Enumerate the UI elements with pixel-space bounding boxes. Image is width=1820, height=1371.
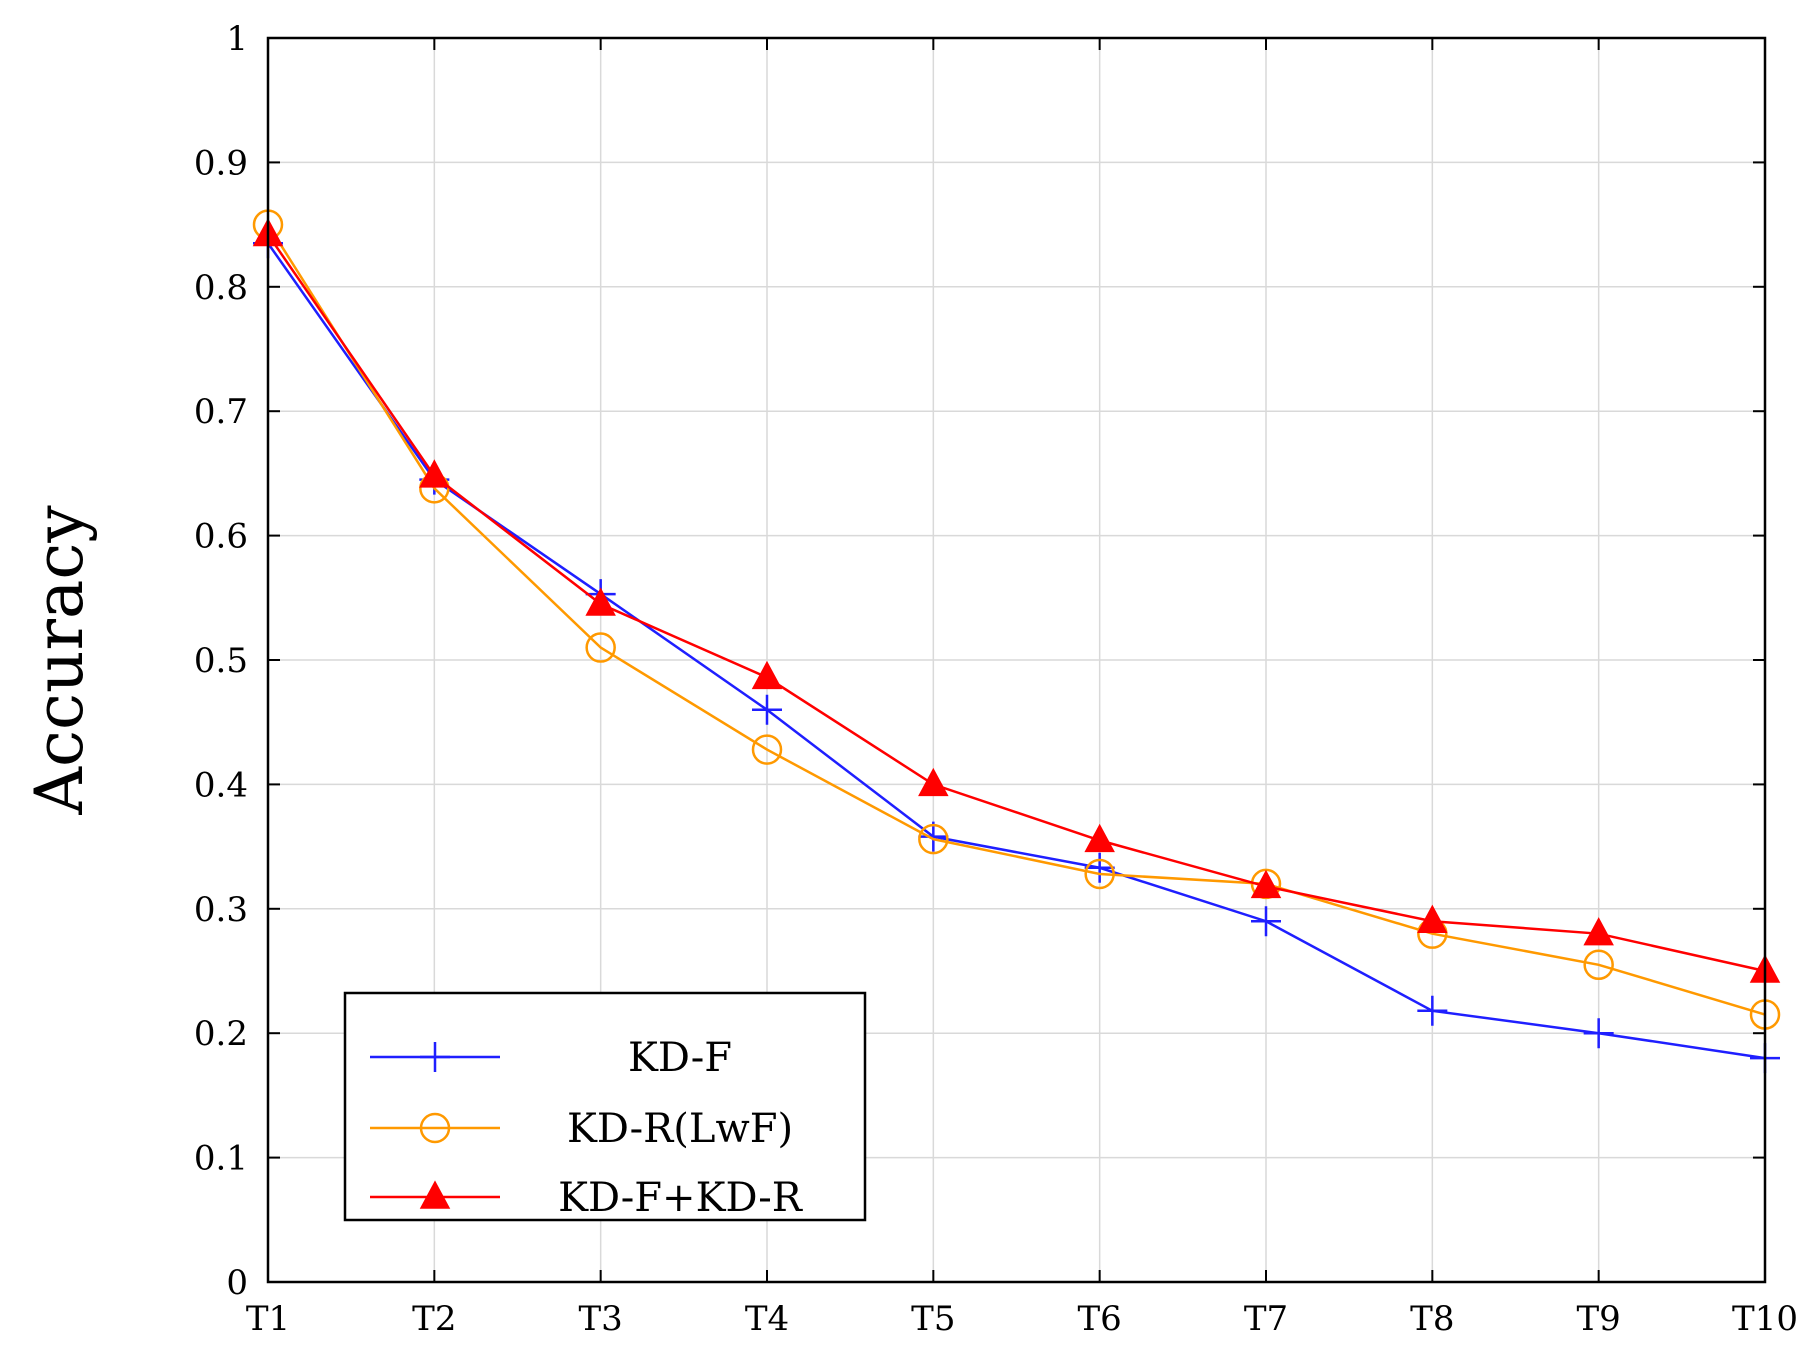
legend-box [343,991,867,1222]
x-tick-label: T4 [745,1299,789,1339]
data-point-plus [1583,1018,1614,1049]
y-axis-label: Accuracy [21,505,98,816]
x-tick-label: T8 [1410,1299,1454,1339]
series-kd-r-lwf- [252,209,1781,1030]
y-tick-label: 0 [226,1263,248,1303]
legend: KD-F KD-R(LwF) KD-F+KD-R [343,991,867,1222]
series-kd-f-kd-r [252,217,1781,983]
x-tick-label: T1 [246,1299,290,1339]
data-point-plus [752,694,782,725]
data-point-triangle [1583,917,1614,946]
series-line [266,242,1766,1060]
legend-marker-plus [420,1042,450,1072]
x-tick-label: T5 [911,1299,955,1339]
x-tick-label: T3 [579,1299,623,1339]
y-tick-label: 0.8 [194,268,248,308]
tick-layer: 0 0.1 0.2 0.3 0.4 0.5 0.6 0.7 0.8 0.9 1 T1 T2 T3 T4 T5 T… [194,19,1798,1339]
y-tick-label: 0.6 [194,517,248,557]
series-kd-f [253,228,1780,1074]
data-point-circle [1084,858,1115,890]
x-tick-label: T2 [412,1299,456,1339]
data-point-triangle [1417,904,1448,933]
data-point-triangle [585,587,616,616]
y-tick-label: 0.7 [194,392,248,432]
legend-marker-circle [419,1112,451,1144]
data-point-circle [1583,949,1614,981]
y-tick-label: 0.3 [194,890,248,930]
y-tick-label: 0.9 [194,143,248,183]
x-tick-label: T6 [1078,1299,1122,1339]
data-point-plus [1417,995,1448,1026]
data-point-triangle [918,767,949,797]
x-tick-label: T7 [1244,1299,1288,1339]
legend-label: KD-F [628,1035,732,1081]
data-point-triangle [751,660,783,690]
data-point-triangle [419,459,450,488]
legend-entry: KD-R(LwF) [370,1106,793,1152]
y-tick-label: 0.2 [194,1014,248,1054]
series-layer [252,209,1781,1074]
data-point-triangle [1250,869,1282,899]
legend-label: KD-F+KD-R [558,1175,804,1221]
y-tick-label: 0.4 [194,765,248,805]
y-tick-label: 0.1 [194,1139,248,1179]
x-tick-label: T9 [1577,1299,1621,1339]
data-point-plus [918,821,949,852]
y-tick-label: 0.5 [194,641,248,681]
data-point-circle [585,632,616,663]
legend-entry: KD-F+KD-R [370,1175,804,1221]
legend-label: KD-R(LwF) [567,1106,793,1152]
legend-entry: KD-F [370,1035,732,1081]
legend-marker-triangle [419,1180,451,1209]
data-point-circle [751,734,783,765]
series-line [266,233,1766,973]
data-point-triangle [1084,823,1115,853]
series-line [266,223,1766,1016]
data-point-plus [1084,852,1115,883]
data-point-circle [918,823,949,855]
y-tick-label: 1 [226,19,248,59]
x-tick-label: T10 [1732,1299,1798,1339]
data-point-plus [1251,906,1281,937]
